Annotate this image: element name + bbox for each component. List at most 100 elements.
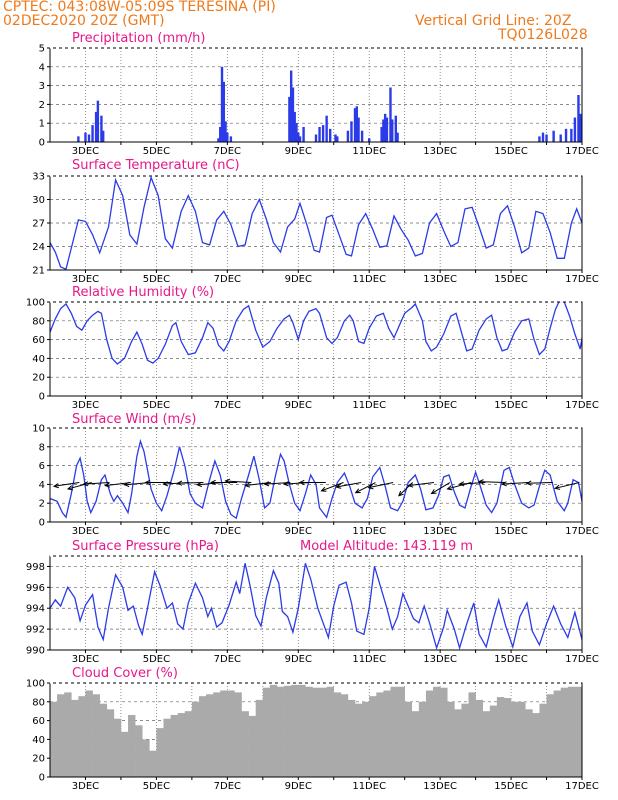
x-tick-label: 5DEC xyxy=(143,526,170,537)
cloud-cover-bar xyxy=(397,686,405,777)
x-tick-label: 7DEC xyxy=(214,526,241,537)
cloud-cover-bar xyxy=(425,690,434,777)
wind-arrow-head xyxy=(446,485,453,491)
cloud-cover-bar xyxy=(170,714,178,777)
precip-bar xyxy=(291,87,295,142)
y-tick-label: 27 xyxy=(32,219,45,230)
wind-arrow-head xyxy=(367,484,374,490)
x-tick-label: 9DEC xyxy=(285,274,312,285)
y-tick-label: 21 xyxy=(32,266,45,277)
cloud-cover-bar xyxy=(85,690,93,777)
wind-arrow-head xyxy=(82,481,89,487)
precip-bar xyxy=(289,70,293,142)
x-tick-label: 7DEC xyxy=(214,654,241,665)
x-tick-label: 5DEC xyxy=(143,146,170,157)
cloud-cover-bar xyxy=(64,692,72,777)
precip-bar xyxy=(219,126,222,142)
cloud-cover-bar xyxy=(113,718,122,777)
cloud-cover-bar xyxy=(120,731,129,777)
wind-arrow xyxy=(526,482,553,484)
wind-arrow-head xyxy=(500,481,507,487)
precip-bar xyxy=(77,136,80,142)
precip-bar xyxy=(297,132,300,142)
cloud-cover-bar xyxy=(305,686,313,777)
cloud-cover-bar xyxy=(135,725,143,777)
precip-bar xyxy=(350,121,353,142)
wind-arrow-head xyxy=(554,484,561,490)
x-tick-label: 11DEC xyxy=(352,781,386,792)
x-tick-label: 9DEC xyxy=(285,146,312,157)
cloud-cover-bar xyxy=(220,690,228,777)
y-tick-label: 3 xyxy=(39,81,45,92)
header-grid-note: Vertical Grid Line: 20Z xyxy=(415,13,572,29)
x-tick-label: 15DEC xyxy=(494,274,528,285)
series-line xyxy=(50,438,582,520)
y-tick-label: 20 xyxy=(32,373,45,384)
cloud-cover-bar xyxy=(511,701,519,777)
x-tick-label: 17DEC xyxy=(565,781,599,792)
precip-bar xyxy=(91,125,94,142)
cloud-cover-bar xyxy=(213,692,221,777)
cloud-cover-bar xyxy=(383,690,391,777)
wind-arrow-head xyxy=(196,481,203,488)
precip-bar xyxy=(346,130,350,142)
precip-bar xyxy=(314,134,318,142)
y-tick-label: 1 xyxy=(39,119,45,130)
y-tick-label: 0 xyxy=(39,138,45,149)
cloud-cover-bar xyxy=(333,692,342,777)
cloud-cover-bar xyxy=(440,687,448,777)
cloud-cover-bar xyxy=(191,701,200,777)
y-tick-label: 996 xyxy=(26,583,45,594)
x-tick-label: 11DEC xyxy=(352,400,386,411)
cloud-cover-bar xyxy=(560,687,569,777)
header-run: 02DEC2020 20Z (GMT) xyxy=(3,13,165,29)
precip-bar xyxy=(293,111,296,142)
precip-bar xyxy=(355,106,358,142)
y-tick-label: 4 xyxy=(39,480,45,491)
cloud-cover-bar xyxy=(177,713,186,777)
precip-bar xyxy=(334,134,337,142)
y-tick-label: 2 xyxy=(39,100,45,111)
cloud-cover-bar xyxy=(241,711,249,777)
x-tick-label: 9DEC xyxy=(285,400,312,411)
cloud-cover-bar xyxy=(411,711,420,777)
wind-arrow-head xyxy=(398,490,404,497)
y-tick-label: 40 xyxy=(32,735,45,746)
model-altitude-label: Model Altitude: 143.119 m xyxy=(300,539,473,554)
cloud-cover-bar xyxy=(269,684,278,777)
cloud-cover-bar xyxy=(567,686,576,777)
x-tick-label: 9DEC xyxy=(285,781,312,792)
x-tick-label: 3DEC xyxy=(72,146,99,157)
wind-arrow-head xyxy=(209,479,216,486)
cloud-cover-bar xyxy=(284,685,292,777)
cloud-cover-bar xyxy=(163,718,171,777)
cloud-cover-bar xyxy=(390,686,398,777)
panel-frame xyxy=(49,427,583,523)
cloud-cover-bar xyxy=(489,705,498,777)
y-tick-label: 80 xyxy=(32,316,45,327)
y-tick-label: 2 xyxy=(39,499,45,510)
x-tick-label: 9DEC xyxy=(285,526,312,537)
precip-bar xyxy=(321,125,325,142)
precip-bar xyxy=(573,117,577,142)
precip-bar xyxy=(302,126,305,142)
wind-arrow-head xyxy=(52,483,59,489)
cloud-cover-bar xyxy=(298,684,306,777)
cloud-cover-bar xyxy=(227,690,235,777)
wind-arrow xyxy=(105,482,131,487)
x-tick-label: 15DEC xyxy=(494,400,528,411)
y-tick-label: 0 xyxy=(39,773,45,784)
cloud-cover-bar xyxy=(369,696,377,777)
cloud-cover-bar xyxy=(156,728,164,777)
precip-bar xyxy=(224,121,227,142)
panel-title: Surface Temperature (nC) xyxy=(72,158,240,173)
cloud-cover-bar xyxy=(262,687,271,777)
x-tick-label: 5DEC xyxy=(143,654,170,665)
x-tick-label: 13DEC xyxy=(423,526,457,537)
cloud-cover-bar xyxy=(482,711,491,777)
cloud-cover-bar xyxy=(248,715,257,777)
x-tick-label: 3DEC xyxy=(72,526,99,537)
panel-title: Surface Pressure (hPa) xyxy=(72,539,219,554)
wind-arrow xyxy=(355,482,376,494)
wind-arrow-head xyxy=(282,481,289,487)
